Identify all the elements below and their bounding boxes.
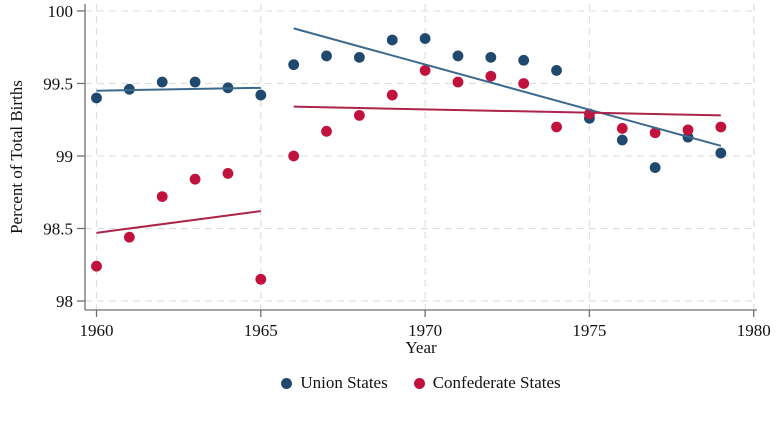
svg-text:1980: 1980 [737,321,771,340]
legend-item-union-states: Union States [281,373,388,393]
svg-text:1965: 1965 [244,321,278,340]
legend-label-union-states: Union States [300,373,388,392]
axes-layer: 98 98.5 99 99.5 100 1960 1965 1970 1975 1980 [43,2,770,340]
legend-label-confederate-states: Confederate States [432,373,561,392]
gridlines-layer [85,4,757,310]
svg-text:99: 99 [56,147,73,166]
data-points-layer [91,33,727,285]
svg-text:100: 100 [48,2,74,21]
union-states-dot-icon [281,377,293,389]
svg-text:1960: 1960 [80,321,114,340]
svg-text:1975: 1975 [572,321,606,340]
svg-text:1970: 1970 [408,321,442,340]
svg-text:98: 98 [56,292,73,311]
y-axis-title: Percent of Total Births [7,80,26,234]
confederate-states-dot-icon [413,377,425,389]
legend-item-confederate-states: Confederate States [413,373,561,393]
svg-text:99.5: 99.5 [43,74,73,93]
x-axis-title: Year [405,338,437,357]
fit-lines-layer [96,27,722,234]
chart-legend: Union States Confederate States [85,373,757,393]
svg-text:98.5: 98.5 [43,219,73,238]
